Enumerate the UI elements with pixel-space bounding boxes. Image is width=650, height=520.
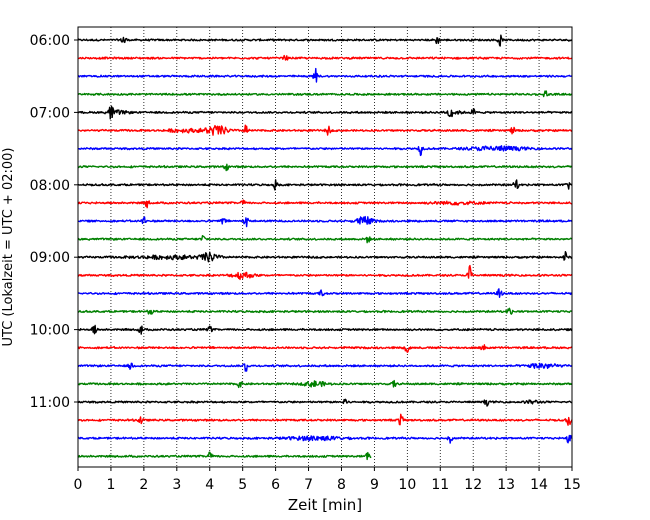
y-tick-label: 06:00	[30, 33, 70, 49]
x-tick-label: 10	[398, 477, 416, 493]
trace-1045	[77, 379, 573, 389]
trace-1015	[77, 344, 573, 353]
y-axis: 06:00 07:00 08:00 09:00 10:00 11:00	[30, 33, 78, 411]
y-tick-label: 09:00	[30, 250, 70, 266]
x-tick-label: 13	[497, 477, 515, 493]
trace-0900	[77, 251, 573, 263]
x-tick-label: 7	[304, 477, 313, 493]
x-tick-label: 6	[271, 477, 280, 493]
trace-0615	[77, 54, 573, 61]
x-axis: 0 1 2 3 4 5 6 7 8 9 10 11 12 13 14 15	[74, 467, 581, 493]
y-tick-label: 08:00	[30, 178, 70, 194]
x-tick-label: 2	[139, 477, 148, 493]
x-axis-label: Zeit [min]	[288, 496, 362, 514]
x-tick-label: 8	[337, 477, 346, 493]
trace-0645	[77, 90, 573, 98]
x-tick-label: 15	[563, 477, 581, 493]
x-tick-label: 1	[106, 477, 115, 493]
y-axis-label: UTC (Lokalzeit = UTC + 02:00)	[1, 148, 16, 347]
trace-1030	[77, 362, 573, 372]
trace-0830	[77, 215, 573, 228]
x-tick-label: 5	[238, 477, 247, 493]
trace-0915	[77, 264, 573, 281]
trace-1130	[77, 434, 573, 444]
x-tick-label: 0	[74, 477, 83, 493]
trace-0745	[77, 163, 573, 172]
plot-frame	[77, 26, 573, 468]
x-tick-label: 3	[172, 477, 181, 493]
trace-1115	[77, 413, 573, 426]
y-tick-label: 07:00	[30, 105, 70, 121]
traces	[77, 34, 573, 461]
trace-0715	[77, 124, 573, 136]
y-tick-label: 10:00	[30, 323, 70, 339]
trace-0845	[77, 234, 573, 244]
trace-1100	[77, 398, 573, 407]
x-tick-label: 12	[464, 477, 482, 493]
x-tick-label: 4	[205, 477, 214, 493]
x-tick-label: 11	[431, 477, 449, 493]
trace-0815	[77, 199, 573, 209]
grid	[110, 27, 540, 467]
trace-1145	[77, 451, 372, 461]
x-tick-label: 9	[370, 477, 379, 493]
trace-0800	[77, 179, 573, 191]
trace-1000	[77, 324, 573, 335]
trace-0600	[77, 34, 573, 47]
trace-0630	[77, 67, 573, 83]
trace-0700	[77, 105, 573, 120]
trace-0945	[77, 307, 573, 315]
y-tick-label: 11:00	[30, 395, 70, 411]
trace-0730	[77, 145, 573, 157]
trace-0930	[77, 288, 573, 299]
x-tick-label: 14	[530, 477, 548, 493]
